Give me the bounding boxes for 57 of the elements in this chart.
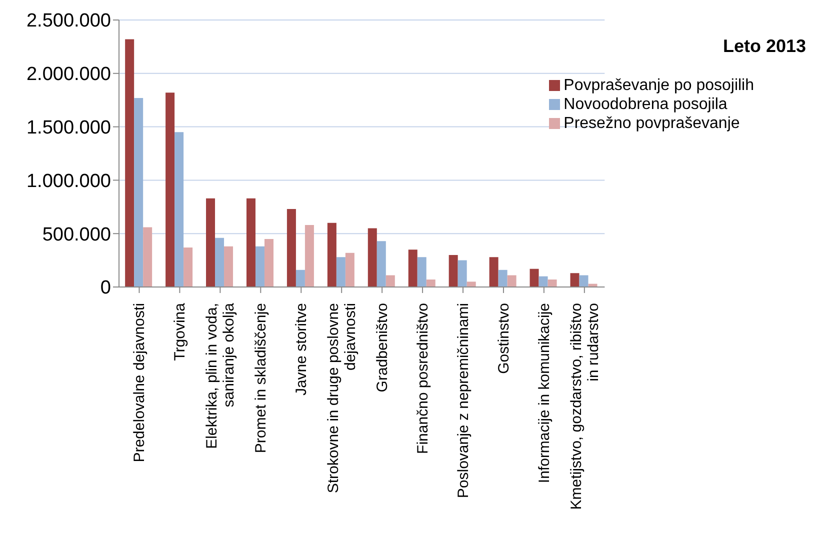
y-tick-label: 1.000.000 — [26, 170, 111, 192]
y-tick-label: 1.500.000 — [26, 118, 111, 139]
x-tick-label: Poslovanje z nepremičninami — [455, 303, 472, 498]
x-tick-label: Strokovne in druge poslovne dejavnosti — [325, 303, 360, 494]
bar — [345, 252, 354, 287]
bar — [570, 273, 580, 287]
x-tick-label: Informacije in komunikacije — [536, 303, 553, 484]
bar — [246, 198, 256, 287]
bar — [489, 257, 498, 287]
legend-label: Povpraševanje po posojilih — [564, 77, 754, 94]
bar — [408, 250, 418, 287]
bar — [368, 228, 377, 287]
x-tick-label: Gradbeništvo — [374, 303, 392, 392]
x-tick-label: Finančno posredništvo — [414, 303, 432, 454]
bar — [579, 275, 588, 287]
bar — [286, 209, 296, 287]
bar — [530, 268, 539, 287]
bar — [417, 257, 426, 287]
bar — [184, 247, 193, 287]
bar — [134, 98, 144, 287]
bar — [304, 225, 314, 287]
x-tick-label: Trgovina — [172, 302, 189, 361]
x-tick-label: Predelovalne dejavnosti — [131, 303, 148, 462]
bar — [458, 260, 467, 287]
bar — [166, 92, 175, 287]
y-tick-label: 0 — [100, 278, 111, 299]
legend-label: Novoodobrena posojila — [564, 96, 728, 113]
bar — [264, 238, 274, 287]
bar — [498, 270, 508, 287]
bar — [376, 241, 386, 287]
bar — [448, 254, 458, 287]
bar — [327, 222, 336, 287]
bar — [466, 282, 476, 287]
bar — [174, 132, 184, 287]
text: Leto 2013 — [722, 36, 806, 57]
bar — [296, 270, 305, 287]
bar — [224, 246, 234, 287]
bar — [143, 227, 152, 287]
bar — [426, 280, 436, 287]
bar — [386, 275, 395, 287]
bar — [215, 238, 224, 287]
bar — [336, 257, 346, 287]
x-tick-label: Kmetijstvo, gozdarstvo, ribištvo in rudarstvo — [568, 303, 602, 510]
bar — [125, 39, 134, 287]
bar — [206, 198, 216, 287]
bar — [255, 246, 264, 287]
x-tick-label: Gostinstvo — [495, 303, 512, 374]
x-tick-label: Promet in skladiščenje — [252, 303, 270, 454]
x-tick-label: Javne storitve — [293, 303, 310, 396]
bar — [548, 280, 557, 287]
y-tick-label: 2.000.000 — [26, 64, 111, 86]
y-tick-label: 500.000 — [42, 224, 111, 246]
y-tick-label: 2.500.000 — [26, 10, 111, 32]
x-tick-label: Elektrika, plin in voda, saniranje okolja — [204, 302, 238, 449]
bar — [507, 275, 516, 287]
bar — [538, 276, 548, 287]
legend-label: Presežno povpraševanje — [564, 115, 740, 132]
